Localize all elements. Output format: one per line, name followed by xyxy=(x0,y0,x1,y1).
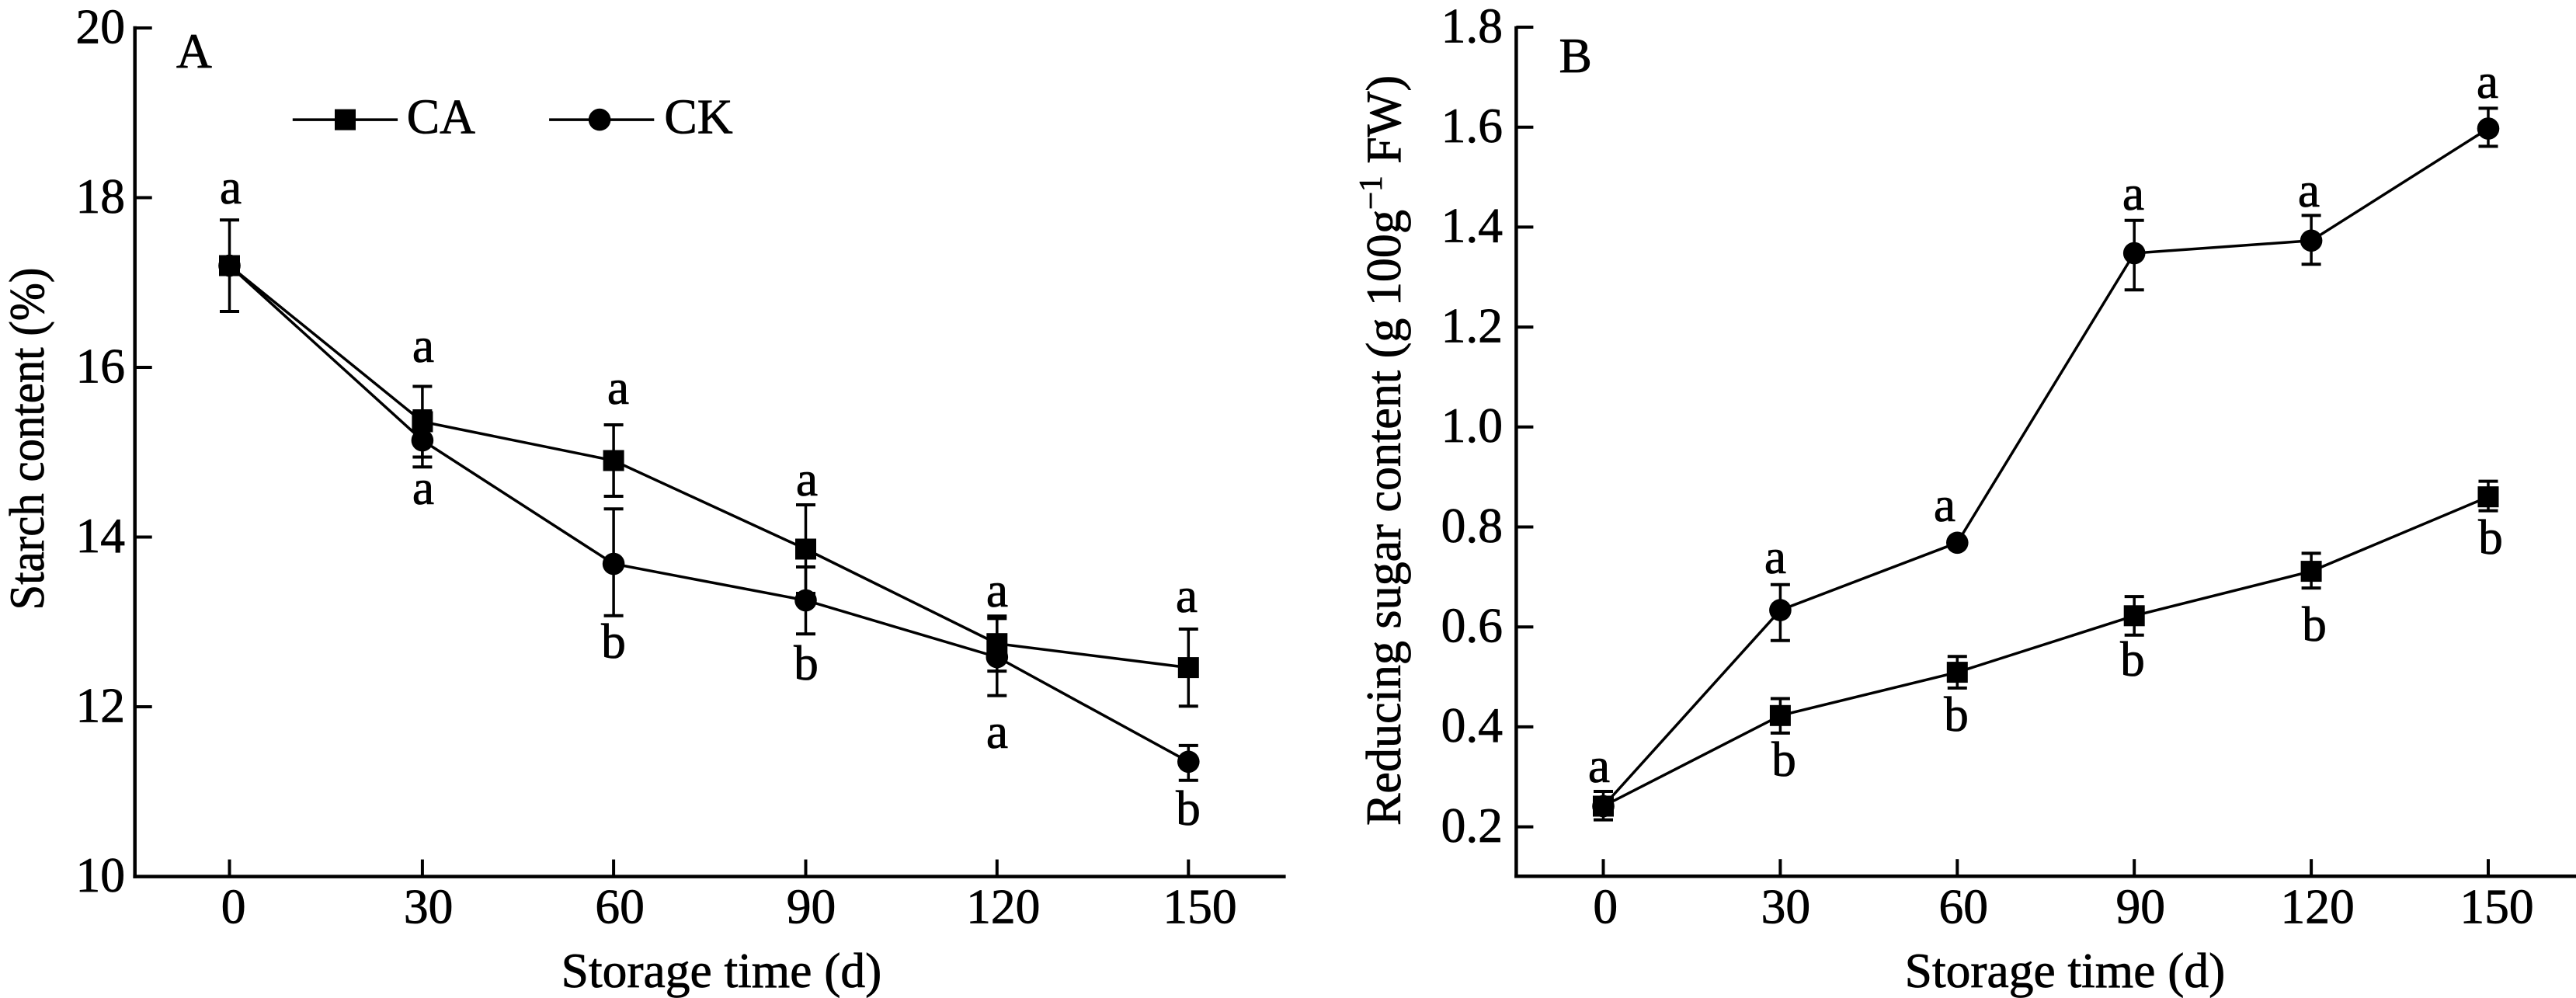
svg-text:a: a xyxy=(607,360,629,415)
svg-text:120: 120 xyxy=(2280,879,2354,934)
svg-text:14: 14 xyxy=(76,508,126,563)
svg-text:20: 20 xyxy=(76,0,126,54)
svg-text:b: b xyxy=(1944,687,1969,742)
svg-text:a: a xyxy=(1588,738,1610,793)
svg-text:b: b xyxy=(2478,509,2503,565)
svg-text:CA: CA xyxy=(407,89,475,144)
svg-text:B: B xyxy=(1559,28,1592,83)
svg-text:b: b xyxy=(1176,781,1201,836)
svg-text:0: 0 xyxy=(221,879,246,934)
svg-text:a: a xyxy=(1934,477,1955,532)
svg-text:1.4: 1.4 xyxy=(1441,198,1503,253)
svg-text:A: A xyxy=(176,23,212,78)
svg-text:a: a xyxy=(1764,529,1786,584)
svg-text:a: a xyxy=(2477,54,2498,109)
svg-text:60: 60 xyxy=(1939,879,1989,934)
svg-text:b: b xyxy=(794,635,819,690)
svg-text:0: 0 xyxy=(1593,879,1618,934)
svg-text:16: 16 xyxy=(76,338,126,393)
svg-text:1.8: 1.8 xyxy=(1441,0,1503,53)
svg-text:b: b xyxy=(1771,732,1796,787)
svg-text:150: 150 xyxy=(2460,879,2533,934)
svg-text:30: 30 xyxy=(404,879,454,934)
svg-text:150: 150 xyxy=(1163,879,1236,934)
svg-text:a: a xyxy=(412,318,434,373)
svg-text:0.8: 0.8 xyxy=(1441,498,1503,553)
svg-text:a: a xyxy=(796,451,818,506)
svg-text:CK: CK xyxy=(664,89,732,144)
svg-text:0.4: 0.4 xyxy=(1441,697,1503,753)
svg-text:120: 120 xyxy=(966,879,1040,934)
svg-text:90: 90 xyxy=(2115,879,2165,934)
svg-text:Storage time (d): Storage time (d) xyxy=(561,943,882,998)
svg-text:a: a xyxy=(412,460,434,515)
svg-text:a: a xyxy=(220,159,242,214)
svg-text:a: a xyxy=(986,562,1008,617)
svg-text:Storage time (d): Storage time (d) xyxy=(1905,943,2226,998)
svg-text:b: b xyxy=(2120,631,2145,687)
svg-text:a: a xyxy=(2298,162,2320,217)
svg-text:a: a xyxy=(986,704,1008,759)
svg-text:18: 18 xyxy=(76,169,126,224)
svg-text:a: a xyxy=(2122,165,2144,221)
svg-text:12: 12 xyxy=(76,677,126,732)
svg-text:10: 10 xyxy=(76,847,126,902)
svg-text:0.6: 0.6 xyxy=(1441,598,1503,653)
svg-text:90: 90 xyxy=(787,879,836,934)
svg-text:a: a xyxy=(1176,568,1198,623)
svg-text:Starch content (%): Starch content (%) xyxy=(0,268,54,610)
svg-text:b: b xyxy=(601,614,626,669)
svg-text:60: 60 xyxy=(595,879,645,934)
svg-text:1.6: 1.6 xyxy=(1441,98,1503,153)
svg-text:30: 30 xyxy=(1761,879,1811,934)
svg-text:1.2: 1.2 xyxy=(1441,297,1503,353)
svg-text:0.2: 0.2 xyxy=(1441,798,1503,853)
svg-text:1.0: 1.0 xyxy=(1441,398,1503,453)
svg-text:b: b xyxy=(2302,596,2327,652)
